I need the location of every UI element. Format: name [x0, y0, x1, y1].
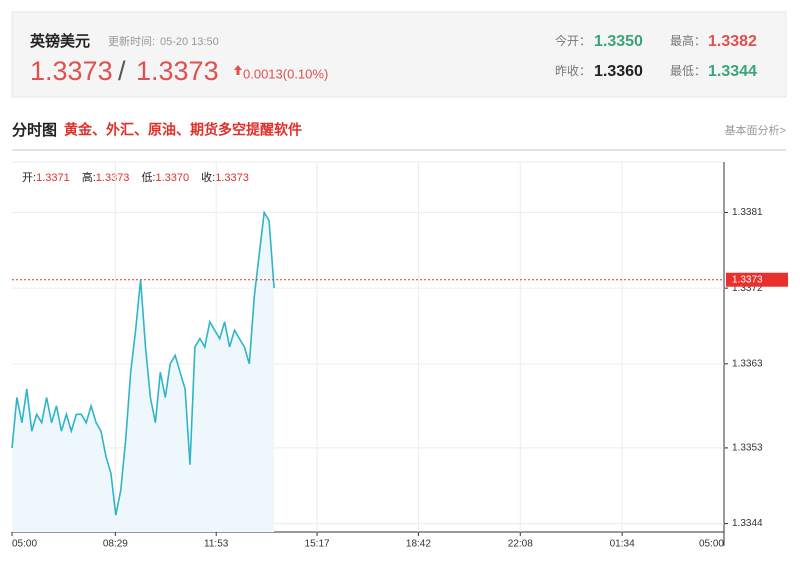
area-fill: [12, 212, 275, 532]
reference-label-bg: [726, 272, 788, 287]
low-value: 1.3344: [708, 63, 757, 80]
x-tick-label: 22:08: [508, 539, 533, 550]
open-label: 今开：: [555, 33, 591, 48]
x-tick-label: 01:34: [610, 539, 635, 550]
quote-panel: [11, 11, 787, 98]
quote-value: 1.3373: [96, 172, 130, 184]
price-line: [11, 210, 275, 516]
quote-label: 高:: [82, 170, 96, 184]
update-label: 更新时间:: [108, 34, 155, 48]
low-label: 最低：: [670, 64, 706, 78]
section-title: 分时图: [12, 122, 57, 139]
slash: /: [118, 56, 126, 86]
update-time: 05-20 13:50: [160, 36, 219, 48]
quote-value: 1.3370: [156, 172, 190, 184]
x-tick-label: 05:00: [699, 539, 724, 550]
x-tick-label: 08:29: [103, 539, 128, 550]
up-arrow: [234, 65, 242, 75]
high-label: 最高：: [670, 33, 706, 48]
fundamentals-link[interactable]: 基本面分析>: [725, 123, 786, 137]
quote-label: 收:: [201, 170, 215, 184]
quote-value: 1.3371: [36, 172, 70, 184]
reference-label: 1.3373: [732, 274, 763, 285]
ad-link[interactable]: 黄金、外汇、原油、期货多空提醒软件: [64, 122, 302, 138]
y-tick-label: 1.3381: [732, 207, 763, 218]
y-tick-label: 1.3363: [732, 358, 763, 369]
prev-close-label: 昨收：: [555, 64, 591, 78]
x-tick-label: 11:53: [204, 539, 229, 550]
y-tick-label: 1.3344: [732, 518, 763, 529]
quote-bar: 开: 1.3371 高: 1.3373 低: 1.3370 收: 1.3373: [22, 170, 249, 184]
price-change: 0.0013(0.10%): [243, 66, 328, 81]
x-tick-label: 18:42: [406, 539, 431, 550]
bid-price: 1.3373: [30, 56, 113, 86]
open-value: 1.3350: [594, 33, 643, 50]
quote-label: 开:: [22, 172, 36, 184]
y-tick-label: 1.3372: [732, 283, 763, 294]
prev-close-value: 1.3360: [594, 63, 643, 80]
y-tick-label: 1.3353: [732, 443, 763, 454]
quote-value: 1.3373: [215, 172, 249, 184]
high-value: 1.3382: [708, 33, 757, 50]
quote-label: 低:: [141, 171, 155, 184]
ask-price: 1.3373: [136, 56, 219, 86]
x-tick-label: 15:17: [305, 539, 330, 550]
x-tick-label: 05:00: [12, 539, 37, 550]
instrument-name: 英镑美元: [30, 32, 90, 50]
